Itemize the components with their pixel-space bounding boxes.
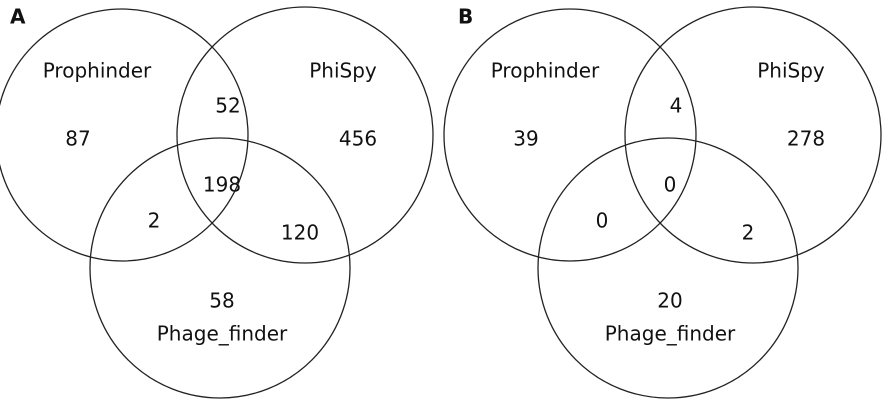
set-label: PhiSpy — [757, 59, 825, 83]
region-count: 120 — [281, 221, 319, 245]
region-count: 278 — [787, 127, 825, 151]
set-label: PhiSpy — [309, 59, 377, 83]
region-count: 58 — [209, 289, 234, 313]
set-circle — [0, 8, 249, 262]
region-count: 39 — [513, 127, 538, 151]
region-count: 198 — [203, 173, 241, 197]
set-circle — [624, 6, 882, 264]
set-label: Phage_finder — [157, 322, 288, 346]
region-count: 0 — [664, 173, 677, 197]
set-circle — [89, 137, 351, 399]
set-label: Prophinder — [491, 59, 600, 83]
set-circle — [537, 137, 799, 399]
panel-label: A — [10, 5, 26, 29]
region-count: 2 — [742, 221, 755, 245]
region-count: 4 — [670, 94, 683, 118]
region-count: 0 — [596, 209, 609, 233]
set-circle — [443, 8, 697, 262]
set-label: Phage_finder — [605, 322, 736, 346]
region-count: 2 — [148, 209, 161, 233]
panel-label: B — [458, 5, 473, 29]
set-label: Prophinder — [43, 59, 152, 83]
region-count: 456 — [339, 127, 377, 151]
region-count: 87 — [65, 127, 90, 151]
region-count: 20 — [657, 289, 682, 313]
region-count: 52 — [215, 94, 240, 118]
set-circle — [176, 6, 434, 264]
